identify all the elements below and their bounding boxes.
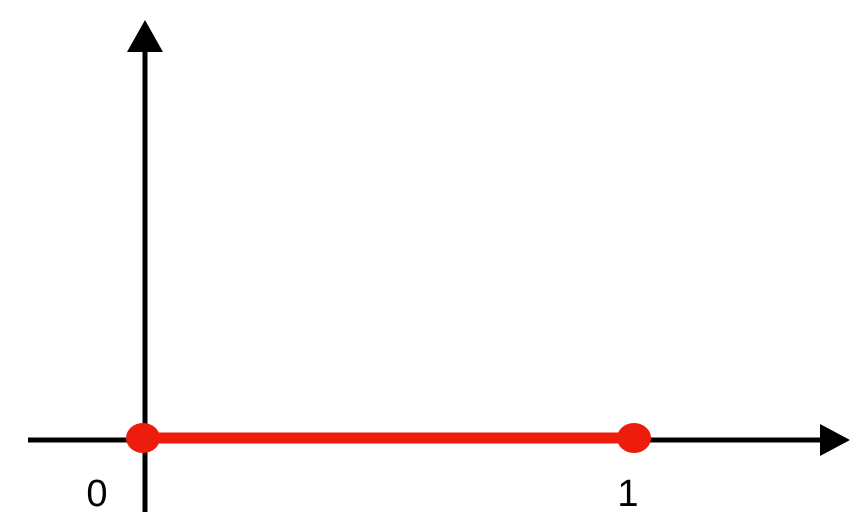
tick-label-zero: 0 — [86, 473, 107, 515]
y-axis-arrowhead — [127, 20, 163, 52]
x-axis-arrowhead — [820, 424, 850, 456]
interval-start-point — [126, 423, 160, 453]
interval-end-point — [617, 423, 651, 453]
tick-label-one: 1 — [617, 473, 638, 515]
